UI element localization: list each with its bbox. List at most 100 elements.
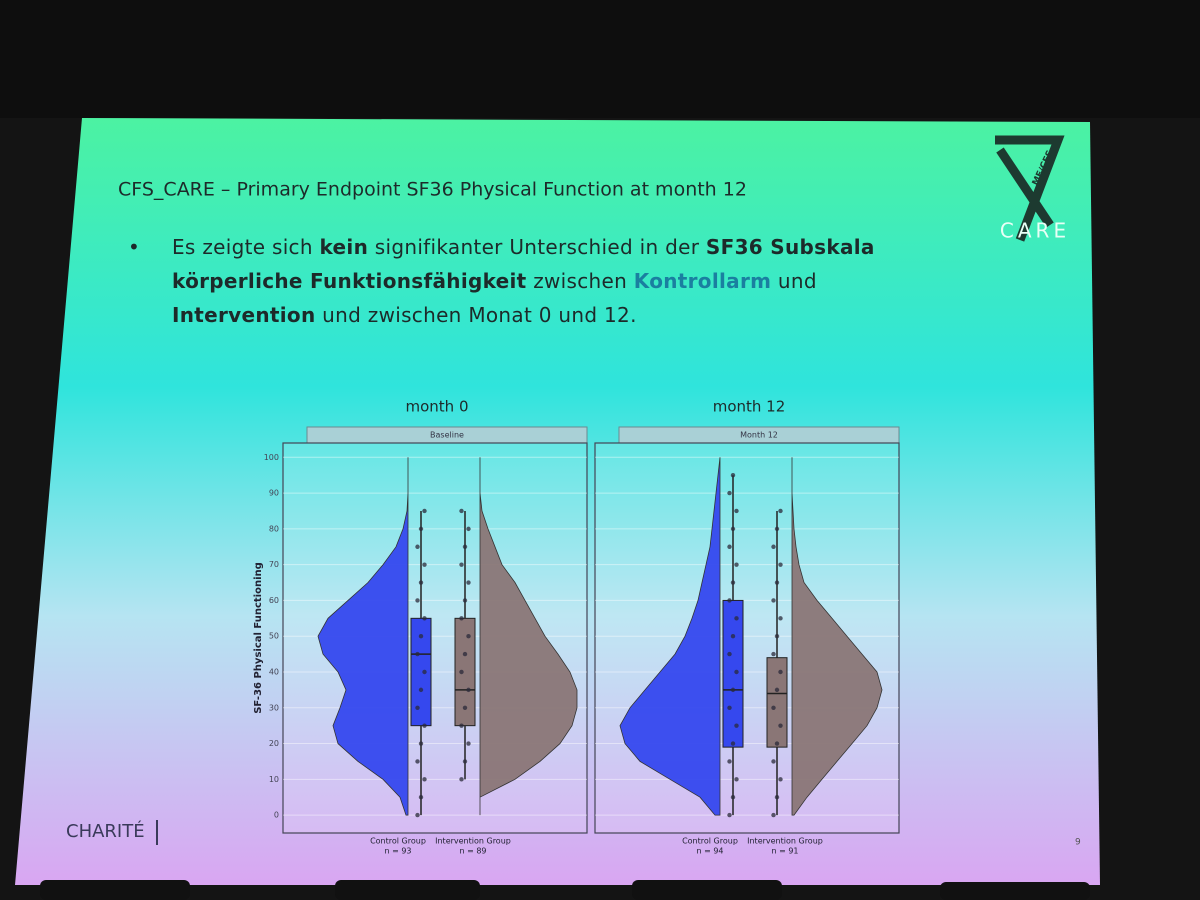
data-point [418,687,424,693]
data-point [418,795,424,800]
slide-title: CFS_CARE – Primary Endpoint SF36 Physica… [118,179,747,201]
data-point [774,687,780,693]
box [454,617,476,727]
y-tick-label: 30 [269,703,279,712]
data-point [459,562,464,567]
data-point [730,741,736,746]
data-point [418,741,424,746]
data-point [771,544,776,549]
data-point [462,759,468,764]
data-point [727,598,732,603]
bullet-run: kein [319,235,369,259]
data-point [727,705,732,710]
n-label: n = 93 [384,847,411,856]
bullet-run: SF36 Subskala körperliche Funktionsfähig… [172,235,875,293]
ribbon [995,135,1065,242]
logo-bottom: CARE [1000,219,1070,243]
data-point [730,473,736,478]
data-point [778,723,783,728]
data-point [466,526,471,532]
panel-label: Month 12 [740,431,778,440]
data-point [418,580,424,585]
n-label: n = 91 [771,847,798,856]
y-tick-label: 40 [269,667,279,676]
data-point [415,598,420,603]
data-point [730,526,736,532]
y-tick-label: 0 [274,811,279,820]
data-point [462,544,468,549]
bullet-run: und zwischen Monat 0 und 12. [315,303,637,327]
charts: month 0 Baseline 0 10 20 30 40 50 60 70 80 90 100 SF-… [253,398,900,856]
data-point [774,580,780,585]
data-point [727,651,732,657]
y-axis-label: SF-36 Physical Functioning [253,562,264,714]
data-point [771,812,776,818]
density-cloud [791,457,883,816]
seats [40,880,1090,900]
y-tick-label: 10 [269,775,279,784]
data-point [466,634,471,639]
chart-title: month 12 [713,398,786,416]
bullet-run: signifikanter Unterschied in der [368,235,706,259]
data-point [774,741,780,746]
data-point [727,544,732,549]
data-point [415,544,420,549]
data-point [774,634,780,639]
data-point [734,723,739,728]
density-cloud [317,457,409,816]
data-point [422,723,427,728]
data-point [466,580,471,585]
y-tick-label: 70 [269,560,279,569]
data-point [778,508,783,514]
y-tick-label: 90 [269,489,279,498]
data-point [418,634,424,639]
data-point [734,562,739,567]
y-tick-label: 80 [269,524,279,533]
data-point [774,526,780,532]
bullet-run: Intervention [172,303,316,327]
data-point [771,705,776,710]
data-point [778,616,783,621]
panel-label: Baseline [430,431,464,440]
data-point [418,526,424,532]
data-point [778,669,783,675]
data-point [462,598,468,603]
box [410,617,432,727]
data-point [734,508,739,514]
data-point [422,562,427,567]
x-tick-label: Intervention Group [747,837,823,846]
data-point [415,705,420,710]
data-point [466,741,471,746]
panel [594,442,900,834]
data-point [459,723,464,728]
data-point [422,669,427,675]
bullet-run: und [771,269,817,293]
n-label: n = 89 [459,847,486,856]
data-point [771,651,776,657]
bullet-run: Kontrollarm [633,269,772,293]
y-tick-label: 60 [269,596,279,605]
n-label: n = 94 [696,847,723,856]
data-point [415,759,420,764]
data-point [466,687,471,693]
data-point [734,669,739,675]
data-point [727,490,732,496]
data-point [734,616,739,621]
x-tick-label: Control Group [682,837,738,846]
data-point [774,795,780,800]
data-point [771,759,776,764]
data-point [462,705,468,710]
data-point [778,562,783,567]
data-point [727,812,732,818]
data-point [730,687,736,693]
y-tick-label: 50 [269,632,279,641]
data-point [422,616,427,621]
data-point [730,634,736,639]
data-point [459,508,464,514]
chart: month 0 Baseline 0 10 20 30 40 50 60 70 80 90 100 SF-… [253,398,588,856]
x-tick-label: Intervention Group [435,837,511,846]
data-point [730,795,736,800]
